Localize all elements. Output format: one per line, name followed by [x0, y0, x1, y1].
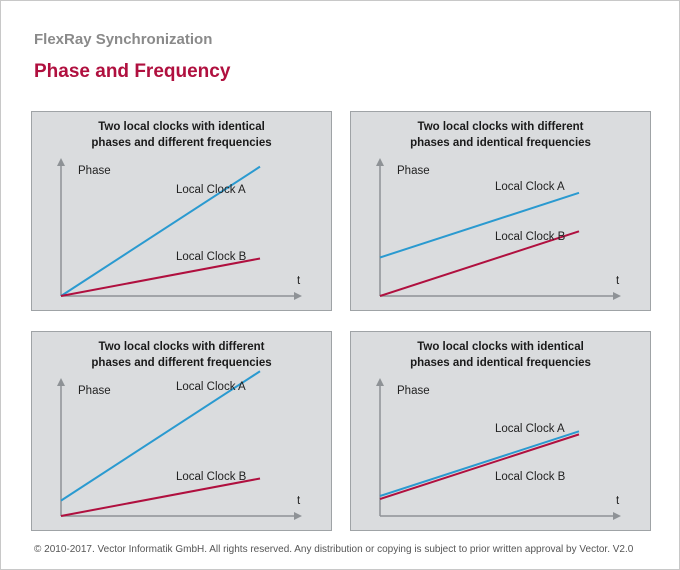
y-axis-label: Phase: [78, 385, 111, 397]
panel-caption: Two local clocks with different phases a…: [32, 339, 331, 371]
panel-caption: Two local clocks with different phases a…: [351, 119, 650, 151]
panel-caption-line2: phases and different frequencies: [91, 137, 272, 149]
x-axis-arrow-icon: [613, 512, 621, 520]
clock-b-label: Local Clock B: [176, 471, 247, 483]
clock-a-line: [379, 191, 580, 259]
panel-caption-line1: Two local clocks with different: [98, 341, 265, 353]
clock-b-line: [60, 257, 261, 297]
copyright-footer: © 2010-2017. Vector Informatik GmbH. All…: [34, 544, 634, 555]
x-axis-arrow-icon: [294, 292, 302, 300]
x-axis-label: t: [297, 275, 301, 287]
x-axis-arrow-icon: [294, 512, 302, 520]
x-axis-arrow-icon: [613, 292, 621, 300]
panel-identical-phase-different-frequency: Two local clocks with identical phases a…: [31, 111, 332, 311]
panel-caption-line2: phases and identical frequencies: [410, 357, 591, 369]
y-axis-arrow-icon: [376, 378, 384, 386]
panel-caption-line1: Two local clocks with identical: [98, 121, 265, 133]
clock-b-label: Local Clock B: [176, 251, 247, 263]
panel-caption-line1: Two local clocks with different: [417, 121, 584, 133]
clock-a-label: Local Clock A: [176, 184, 246, 196]
clock-a-line: [60, 370, 261, 502]
clock-a-label: Local Clock A: [495, 181, 565, 193]
clock-b-line: [60, 477, 261, 517]
x-axis-label: t: [297, 495, 301, 507]
phase-diagram: Phase t Local Clock A Local Clock B: [57, 158, 302, 300]
y-axis-label: Phase: [397, 385, 430, 397]
slide-subtitle: FlexRay Synchronization: [34, 31, 213, 48]
clock-a-label: Local Clock A: [495, 423, 565, 435]
phase-diagram: Phase t Local Clock A Local Clock B: [57, 370, 302, 520]
clock-a-line: [60, 165, 261, 297]
panel-different-phase-identical-frequency: Two local clocks with different phases a…: [350, 111, 651, 311]
slide-title: Phase and Frequency: [34, 61, 231, 82]
clock-b-line: [379, 230, 580, 297]
phase-diagram: Phase t Local Clock A Local Clock B: [376, 378, 621, 520]
panel-caption-line2: phases and identical frequencies: [410, 137, 591, 149]
panel-different-phase-different-frequency: Two local clocks with different phases a…: [31, 331, 332, 531]
clock-b-label: Local Clock B: [495, 231, 566, 243]
x-axis-label: t: [616, 275, 620, 287]
clock-b-line: [379, 433, 580, 501]
panel-caption: Two local clocks with identical phases a…: [351, 339, 650, 371]
y-axis-label: Phase: [78, 165, 111, 177]
panel-caption-line1: Two local clocks with identical: [417, 341, 584, 353]
panel-caption-line2: phases and different frequencies: [91, 357, 272, 369]
clock-a-line: [379, 430, 580, 497]
clock-b-label: Local Clock B: [495, 471, 566, 483]
phase-diagram: Phase t Local Clock A Local Clock B: [376, 158, 621, 300]
panel-caption: Two local clocks with identical phases a…: [32, 119, 331, 151]
y-axis-arrow-icon: [376, 158, 384, 166]
clock-a-label: Local Clock A: [176, 381, 246, 393]
y-axis-label: Phase: [397, 165, 430, 177]
y-axis-arrow-icon: [57, 378, 65, 386]
x-axis-label: t: [616, 495, 620, 507]
panel-identical-phase-identical-frequency: Two local clocks with identical phases a…: [350, 331, 651, 531]
y-axis-arrow-icon: [57, 158, 65, 166]
